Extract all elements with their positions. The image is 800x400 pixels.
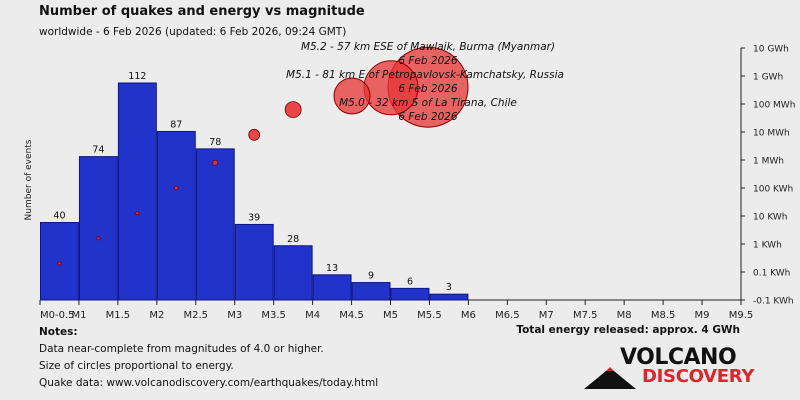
notes-heading: Notes:: [39, 326, 78, 338]
event-circles: [333, 46, 469, 128]
count-bar: [234, 223, 274, 301]
energy-tick-label: 10 GWh: [753, 45, 789, 55]
count-bar: [156, 130, 196, 301]
x-tick-label: M9.5: [729, 310, 754, 321]
x-tick-label: M4: [305, 310, 320, 321]
count-label: 87: [170, 119, 182, 130]
x-tick-label: M1: [71, 310, 86, 321]
count-label: 9: [368, 271, 374, 282]
x-tick-label: M0-0.5: [40, 310, 75, 321]
x-tick-label: M6: [461, 310, 476, 321]
energy-tick-label: 100 MWh: [753, 101, 795, 111]
x-tick-label: M4.5: [339, 310, 364, 321]
event-date: 6 Feb 2026: [398, 55, 458, 67]
count-bar: [117, 82, 157, 301]
count-bar: [195, 148, 235, 301]
energy-tick-label: 1 GWh: [753, 73, 783, 83]
event-date: 6 Feb 2026: [398, 111, 458, 123]
volcano-icon: [584, 367, 636, 389]
count-label: 6: [407, 276, 413, 287]
x-tick-label: M7.5: [573, 310, 598, 321]
count-bar: [40, 222, 79, 301]
x-tick-label: M6.5: [495, 310, 520, 321]
count-label: 74: [92, 145, 104, 156]
total-energy: Total energy released: approx. 4 GWh: [516, 324, 740, 336]
count-bar: [312, 274, 352, 301]
chart-axes: M0-0.5M1 M1.5 M2 M2.5 M3 M3.5 M4 M4.5 M5 M5.5 M6 M6…: [24, 45, 795, 322]
count-bar: [273, 245, 313, 301]
count-label: 3: [446, 282, 452, 293]
x-tick-label: M3.5: [261, 310, 286, 321]
count-bar: [351, 282, 391, 301]
energy-tick-label: 0.1 KWh: [753, 269, 790, 279]
x-tick-label: M1.5: [106, 310, 131, 321]
energy-point: [212, 159, 219, 166]
energy-tick-label: 1 MWh: [753, 157, 784, 167]
count-bar: [78, 156, 118, 301]
energy-tick-label: 1 KWh: [753, 241, 782, 251]
bar-series: [40, 82, 469, 301]
notes-line: Data near-complete from magnitudes of 4.…: [39, 343, 324, 355]
energy-tick-label: 10 MWh: [753, 129, 790, 139]
energy-point: [248, 128, 261, 141]
count-label: 39: [248, 212, 260, 223]
event-label: M5.0 - 32 km S of La Tirana, Chile: [339, 97, 517, 109]
energy-tick-label: 100 KWh: [753, 185, 793, 195]
count-label: 40: [53, 211, 65, 222]
chart-labels: 40 74 112 87 78 39 28 13 9 6 3 M5.2 - 57 km ESE of …: [53, 41, 564, 293]
notes-block: Notes: Data near-complete from magnitude…: [39, 324, 378, 392]
y-axis-label: Number of events: [24, 139, 34, 220]
x-tick-label: M8.5: [651, 310, 676, 321]
count-label: 13: [326, 263, 338, 274]
volcano-discovery-logo[interactable]: VOLCANO DISCOVERY: [584, 345, 764, 393]
count-label: 78: [209, 137, 221, 148]
energy-point: [57, 261, 62, 266]
energy-point: [135, 211, 140, 216]
energy-point: [96, 236, 101, 241]
energy-tick-label: 10 KWh: [753, 213, 788, 223]
x-tick-label: M7: [539, 310, 554, 321]
event-label: M5.2 - 57 km ESE of Mawlaik, Burma (Myan…: [301, 41, 555, 53]
count-bar: [429, 293, 469, 301]
x-tick-label: M2: [149, 310, 164, 321]
notes-line: Quake data: www.volcanodiscovery.com/ear…: [39, 377, 379, 389]
count-label: 28: [287, 234, 299, 245]
chart-subtitle: worldwide - 6 Feb 2026 (updated: 6 Feb 2…: [39, 26, 347, 38]
energy-tick-label: -0.1 KWh: [753, 297, 794, 307]
energy-point: [174, 185, 179, 191]
event-date: 6 Feb 2026: [398, 83, 458, 95]
chart-title: Number of quakes and energy vs magnitude: [39, 4, 365, 19]
notes-line: Size of circles proportional to energy.: [39, 360, 234, 372]
event-circle: [333, 77, 371, 115]
energy-points: [57, 101, 302, 266]
x-tick-label: M3: [227, 310, 242, 321]
x-tick-label: M2.5: [184, 310, 209, 321]
x-tick-label: M8: [617, 310, 632, 321]
x-tick-label: M5: [383, 310, 398, 321]
x-tick-label: M5.5: [417, 310, 442, 321]
logo-word-volcano: VOLCANO: [620, 345, 737, 370]
count-bar: [390, 287, 430, 301]
event-label: M5.1 - 81 km E of Petropavlovsk-Kamchats…: [286, 69, 564, 81]
x-tick-label: M9: [695, 310, 710, 321]
logo-word-discovery: DISCOVERY: [642, 366, 755, 387]
count-label: 112: [128, 71, 146, 82]
energy-point: [284, 101, 302, 118]
